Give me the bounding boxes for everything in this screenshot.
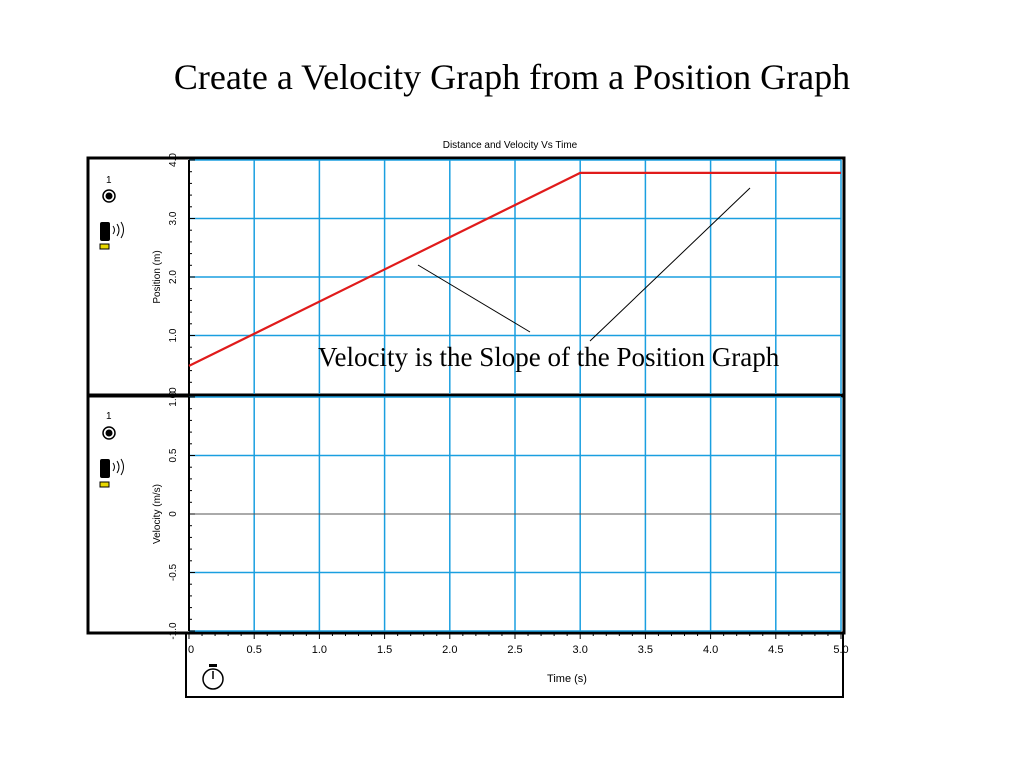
slope-annotation: Velocity is the Slope of the Position Gr… [318, 342, 780, 372]
velocity-y-tick-label: -1.0 [168, 622, 179, 640]
time-tick-label: 1.0 [312, 644, 327, 656]
position-y-tick-label: 4.0 [168, 153, 179, 167]
velocity-y-tick-label: 0.5 [168, 448, 179, 462]
time-tick-label: 3.0 [573, 644, 588, 656]
velocity-y-tick-label: 0 [168, 511, 179, 517]
motion-sensor-icon[interactable] [99, 458, 124, 488]
position-y-tick-label: 0 [168, 391, 179, 397]
time-tick-label: 2.5 [507, 644, 522, 656]
annotation-pointer-line [589, 187, 751, 342]
motion-sensor-icon[interactable] [99, 221, 124, 250]
time-axis-label: Time (s) [547, 673, 587, 685]
time-tick-label: 5.0 [833, 644, 848, 656]
position-y-tick-label: 2.0 [168, 270, 179, 284]
time-tick-label: 4.5 [768, 644, 783, 656]
velocity-y-tick-label: 1.00 [168, 387, 179, 407]
time-tick-label: 0.5 [247, 644, 262, 656]
slide-title: Create a Velocity Graph from a Position … [173, 57, 851, 97]
stopwatch-icon[interactable] [202, 664, 224, 690]
velocity-y-axis-label: Velocity (m/s) [152, 484, 163, 544]
velocity-channel-label: 1 [106, 411, 112, 422]
position-channel-label: 1 [106, 175, 112, 186]
position-y-axis-label: Position (m) [152, 250, 163, 303]
time-tick-label: 1.5 [377, 644, 392, 656]
channel-radio-icon[interactable] [102, 426, 116, 440]
time-tick-label: 3.5 [638, 644, 653, 656]
velocity-y-tick-label: -0.5 [168, 563, 179, 581]
annotation-pointer-line [417, 264, 531, 333]
time-tick-label: 2.0 [442, 644, 457, 656]
time-tick-label: 0 [188, 644, 194, 656]
channel-radio-icon[interactable] [102, 189, 116, 203]
position-series-line [188, 171, 841, 367]
position-y-tick-label: 3.0 [168, 211, 179, 225]
graph-title: Distance and Velocity Vs Time [442, 140, 578, 151]
position-y-tick-label: 1.0 [168, 328, 179, 342]
time-tick-label: 4.0 [703, 644, 718, 656]
